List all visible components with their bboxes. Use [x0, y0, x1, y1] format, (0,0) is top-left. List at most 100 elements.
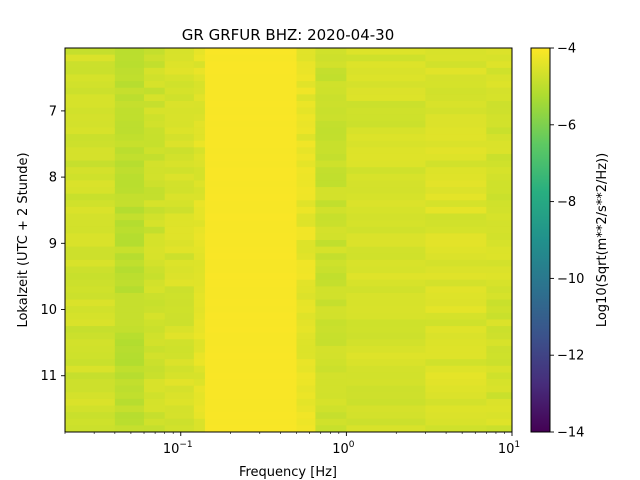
heatmap-cell [425, 326, 487, 334]
heatmap-cell [65, 266, 116, 274]
heatmap-cell [346, 187, 426, 195]
heatmap-cell [65, 299, 116, 307]
heatmap-cell [65, 332, 116, 340]
heatmap-cell [65, 253, 116, 261]
heatmap-cell [164, 87, 195, 95]
heatmap-cell [346, 54, 426, 62]
heatmap-cell [65, 418, 116, 426]
y-tick-label: 11 [40, 369, 57, 384]
heatmap-cell [193, 173, 206, 182]
heatmap-cell [425, 54, 487, 62]
heatmap-cell [114, 273, 145, 281]
heatmap-cell [425, 67, 487, 76]
heatmap-cell [296, 299, 316, 307]
heatmap-cell [346, 292, 426, 301]
heatmap-cell [296, 54, 316, 62]
heatmap-cell [346, 345, 426, 354]
heatmap-cell [204, 140, 298, 148]
heatmap-cell [144, 61, 166, 69]
heatmap-cell [164, 299, 195, 307]
heatmap-cell [315, 213, 347, 221]
heatmap-cell [114, 266, 145, 274]
heatmap-cell [144, 418, 166, 426]
heatmap-cell [164, 312, 195, 321]
heatmap-cell [65, 339, 116, 347]
heatmap-cell [346, 286, 426, 294]
colorbar-tick-label: −10 [557, 272, 584, 287]
heatmap-cell [315, 352, 347, 360]
heatmap-cell [315, 425, 347, 432]
heatmap-cell [65, 312, 116, 321]
heatmap-cell [486, 385, 512, 393]
heatmap-cell [296, 140, 316, 148]
heatmap-cell [204, 213, 298, 221]
heatmap-cell [486, 120, 512, 129]
heatmap-cell [144, 266, 166, 274]
heatmap-cell [315, 273, 347, 281]
heatmap-cell [65, 100, 116, 109]
heatmap-cell [346, 372, 426, 380]
heatmap-cell [204, 279, 298, 287]
heatmap-cell [315, 74, 347, 82]
heatmap-cell [65, 107, 116, 115]
heatmap-cell [315, 67, 347, 76]
heatmap-cell [486, 127, 512, 135]
heatmap-cell [193, 418, 206, 426]
heatmap-cell [193, 107, 206, 115]
heatmap-cell [204, 332, 298, 340]
heatmap-cell [65, 206, 116, 215]
y-axis-label: Lokalzeit (UTC + 2 Stunde) [16, 152, 31, 327]
heatmap-cell [114, 180, 145, 188]
heatmap-cell [204, 372, 298, 380]
heatmap-cell [204, 61, 298, 69]
heatmap-cell [204, 206, 298, 215]
heatmap-cell [164, 193, 195, 201]
heatmap-cell [204, 193, 298, 201]
heatmap-cell [144, 359, 166, 367]
heatmap-cell [65, 359, 116, 367]
heatmap-cell [486, 319, 512, 327]
heatmap-cell [296, 246, 316, 254]
heatmap-cell [164, 339, 195, 347]
heatmap-cell [315, 226, 347, 234]
heatmap-cell [144, 306, 166, 314]
heatmap-cell [315, 253, 347, 261]
heatmap-cell [144, 412, 166, 420]
heatmap-cell [65, 233, 116, 241]
heatmap-cell [204, 54, 298, 62]
heatmap-cell [486, 359, 512, 367]
heatmap-cell [315, 180, 347, 188]
heatmap-cell [164, 54, 195, 62]
heatmap-cell [296, 319, 316, 327]
heatmap-cell [164, 114, 195, 122]
heatmap-cell [114, 61, 145, 69]
heatmap-cell [144, 233, 166, 241]
heatmap-cell [204, 312, 298, 321]
heatmap-cell [204, 418, 298, 426]
heatmap-cell [425, 114, 487, 122]
heatmap-cell [144, 120, 166, 129]
heatmap-cell [114, 87, 145, 95]
heatmap-cell [144, 352, 166, 360]
heatmap-cell [315, 48, 347, 56]
heatmap-cell [486, 412, 512, 420]
heatmap-cell [144, 240, 166, 248]
heatmap-cell [486, 153, 512, 162]
heatmap-cell [144, 405, 166, 413]
heatmap-cell [204, 153, 298, 162]
heatmap-cell [164, 319, 195, 327]
heatmap-cell [204, 286, 298, 294]
heatmap-cell [144, 200, 166, 208]
heatmap-cell [193, 412, 206, 420]
heatmap-cell [346, 425, 426, 432]
heatmap-cell [425, 226, 487, 234]
heatmap-cell [425, 81, 487, 89]
heatmap-cell [114, 67, 145, 76]
x-tick-label: 100 [332, 440, 355, 457]
heatmap-cell [315, 160, 347, 168]
heatmap-cell [114, 94, 145, 102]
heatmap-cell [164, 187, 195, 195]
heatmap-cell [144, 187, 166, 195]
heatmap-cell [486, 54, 512, 62]
heatmap-cell [164, 120, 195, 129]
